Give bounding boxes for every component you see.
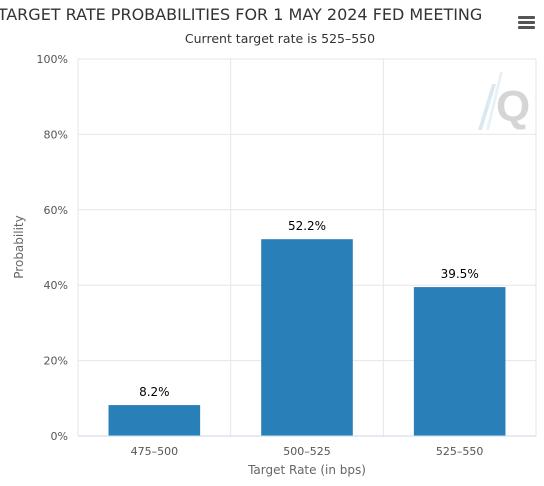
q-logo-watermark: Q [478, 72, 530, 131]
x-tick-label: 475–500 [131, 445, 179, 458]
bar-2[interactable] [261, 239, 353, 436]
data-label: 8.2% [139, 385, 170, 399]
bars [108, 239, 506, 436]
x-axis-title: Target Rate (in bps) [247, 463, 366, 477]
x-axis: 475–500 500–525 525–550 [78, 435, 536, 458]
y-tick-label: 20% [44, 355, 68, 368]
bar-1[interactable] [108, 405, 201, 436]
bar-3[interactable] [413, 287, 506, 436]
y-tick-label: 100% [37, 53, 68, 66]
chart-title: TARGET RATE PROBABILITIES FOR 1 MAY 2024… [0, 5, 482, 24]
y-axis: 0% 20% 40% 60% 80% 100% [37, 53, 68, 443]
y-tick-label: 80% [44, 128, 68, 141]
y-tick-label: 40% [44, 279, 68, 292]
svg-text:Q: Q [496, 82, 530, 131]
y-axis-title: Probability [12, 215, 26, 278]
y-tick-label: 60% [44, 204, 68, 217]
chart-subtitle: Current target rate is 525–550 [185, 31, 375, 46]
data-label: 39.5% [441, 267, 479, 281]
hamburger-menu-icon[interactable] [512, 10, 536, 32]
x-tick-label: 525–550 [436, 445, 484, 458]
x-tick-label: 500–525 [283, 445, 331, 458]
y-tick-label: 0% [51, 430, 68, 443]
data-labels: 8.2% 52.2% 39.5% [139, 219, 479, 399]
data-label: 52.2% [288, 219, 326, 233]
